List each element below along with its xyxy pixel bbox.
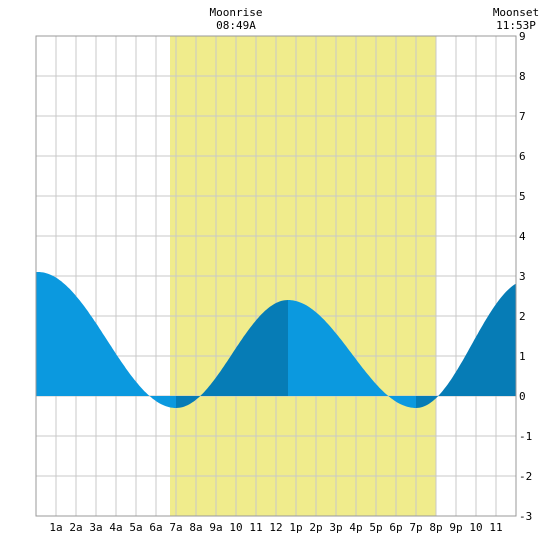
tide-area-falling — [38, 272, 176, 408]
x-tick-label: 9a — [209, 521, 222, 534]
x-tick-label: 1a — [49, 521, 62, 534]
y-tick-label: 6 — [519, 150, 526, 163]
y-tick-label: 2 — [519, 310, 526, 323]
moon-event-time: 08:49A — [216, 19, 256, 32]
tide-area-rising — [176, 300, 288, 408]
y-tick-label: -1 — [519, 430, 532, 443]
y-tick-label: 5 — [519, 190, 526, 203]
x-tick-label: 7a — [169, 521, 182, 534]
x-tick-label: 3a — [89, 521, 102, 534]
tide-layer — [36, 272, 516, 408]
x-tick-label: 2a — [69, 521, 82, 534]
y-tick-labels: 9 8 7 6 5 4 3 2 1 0 -1 -2 -3 — [519, 30, 532, 523]
x-tick-label: 8a — [189, 521, 202, 534]
x-tick-label: 12 — [269, 521, 282, 534]
y-tick-label: 0 — [519, 390, 526, 403]
moon-event-time: 11:53P — [496, 19, 536, 32]
x-tick-label: 4a — [109, 521, 122, 534]
grid-layer — [36, 36, 516, 516]
x-tick-label: 6p — [389, 521, 402, 534]
x-tick-label: 5a — [129, 521, 142, 534]
x-tick-label: 3p — [329, 521, 342, 534]
x-tick-label: 6a — [149, 521, 162, 534]
tide-area-falling — [288, 300, 416, 408]
x-tick-label: 5p — [369, 521, 382, 534]
x-tick-label: 9p — [449, 521, 462, 534]
y-tick-label: 4 — [519, 230, 526, 243]
x-tick-label: 2p — [309, 521, 322, 534]
x-tick-labels: 1a 2a 3a 4a 5a 6a 7a 8a 9a 10 11 12 1p 2p 3p 4p 5p 6p 7p 8p… — [49, 521, 502, 534]
x-tick-label: 11 — [489, 521, 502, 534]
x-tick-label: 10 — [229, 521, 242, 534]
tide-area-rising — [416, 283, 516, 408]
y-tick-label: 9 — [519, 30, 526, 43]
y-tick-label: 3 — [519, 270, 526, 283]
y-tick-label: 7 — [519, 110, 526, 123]
y-tick-label: -2 — [519, 470, 532, 483]
y-tick-label: 8 — [519, 70, 526, 83]
x-tick-label: 1p — [289, 521, 302, 534]
y-tick-label: -3 — [519, 510, 532, 523]
x-tick-label: 11 — [249, 521, 262, 534]
moon-event-label: Moonset — [493, 6, 539, 19]
y-tick-label: 1 — [519, 350, 526, 363]
x-tick-label: 10 — [469, 521, 482, 534]
moon-event-label: Moonrise — [210, 6, 263, 19]
x-tick-label: 7p — [409, 521, 422, 534]
x-tick-label: 4p — [349, 521, 362, 534]
plot-frame — [35, 35, 517, 517]
x-tick-label: 8p — [429, 521, 442, 534]
